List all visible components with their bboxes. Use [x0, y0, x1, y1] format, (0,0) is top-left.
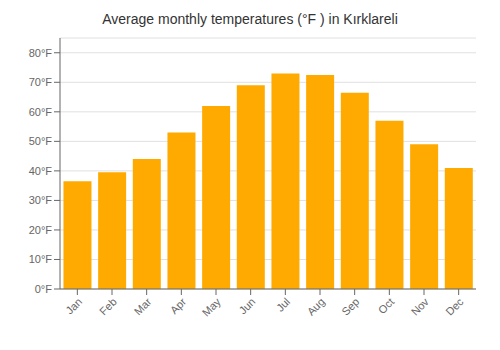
svg-text:Apr: Apr	[168, 295, 189, 316]
svg-text:Oct: Oct	[376, 295, 397, 316]
svg-text:Dec: Dec	[443, 295, 466, 318]
svg-text:10°F: 10°F	[29, 253, 53, 265]
svg-text:Jan: Jan	[63, 295, 84, 316]
svg-text:Jun: Jun	[237, 295, 258, 316]
svg-text:20°F: 20°F	[29, 224, 53, 236]
svg-text:30°F: 30°F	[29, 194, 53, 206]
svg-text:May: May	[200, 295, 224, 319]
html-text:Average monthly temperatures (: Average monthly temperatures (°F ) in Kı…	[102, 11, 398, 27]
svg-text:80°F: 80°F	[29, 47, 53, 59]
svg-text:Aug: Aug	[305, 295, 327, 317]
svg-text:0°F: 0°F	[35, 283, 53, 295]
svg-text:Sep: Sep	[339, 295, 361, 317]
svg-text:Mar: Mar	[132, 295, 154, 317]
svg-text:Nov: Nov	[409, 295, 432, 318]
svg-text:60°F: 60°F	[29, 106, 53, 118]
svg-text:70°F: 70°F	[29, 76, 53, 88]
svg-text:40°F: 40°F	[29, 165, 53, 177]
svg-text:Jul: Jul	[274, 295, 292, 313]
svg-text:Feb: Feb	[97, 295, 119, 317]
svg-text:50°F: 50°F	[29, 135, 53, 147]
